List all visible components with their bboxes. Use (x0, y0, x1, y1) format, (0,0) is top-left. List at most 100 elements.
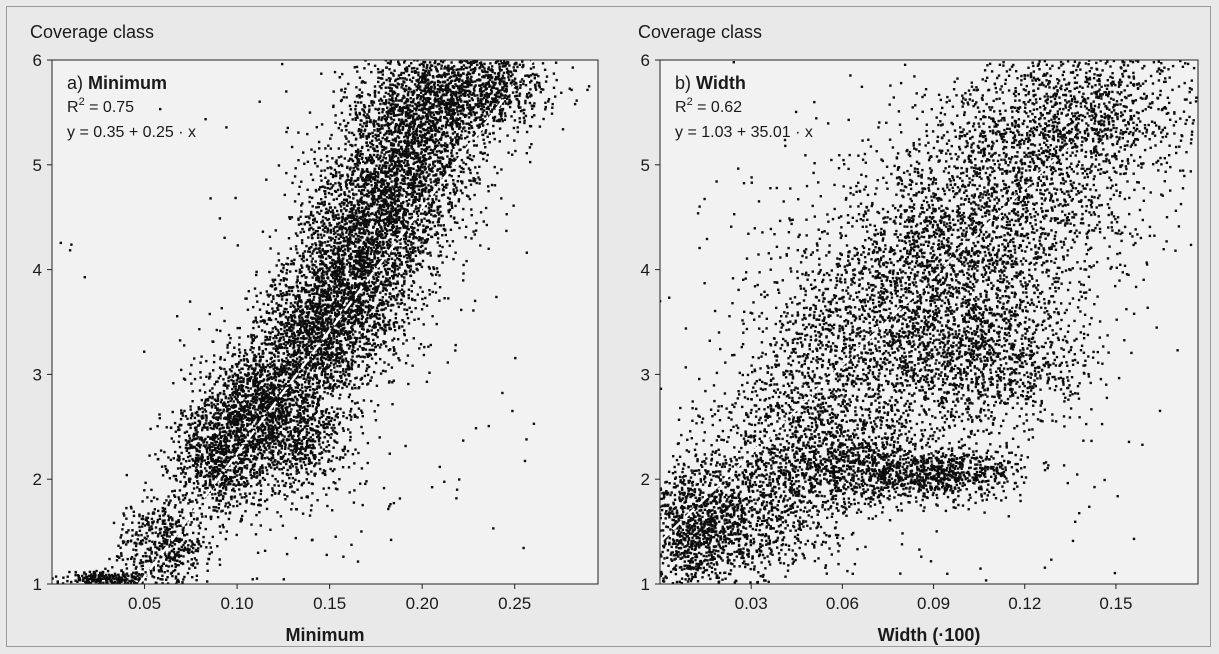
scatter-point (141, 517, 145, 521)
scatter-point (183, 431, 187, 434)
scatter-point (229, 337, 232, 340)
scatter-point (255, 422, 258, 426)
scatter-point (245, 446, 248, 450)
scatter-point (403, 255, 406, 258)
scatter-point (349, 252, 353, 256)
scatter-point (336, 370, 339, 373)
scatter-point (328, 340, 331, 344)
scatter-point (318, 299, 321, 302)
scatter-point (163, 502, 166, 505)
scatter-point (286, 411, 289, 414)
scatter-point (263, 321, 266, 324)
scatter-point (131, 521, 134, 524)
scatter-point (224, 449, 228, 452)
scatter-point (215, 416, 218, 419)
scatter-point (321, 343, 324, 346)
scatter-point (188, 480, 191, 483)
scatter-point (215, 450, 219, 453)
scatter-point (336, 407, 339, 410)
scatter-point (285, 462, 288, 466)
scatter-point (369, 268, 373, 271)
scatter-point (201, 502, 204, 506)
scatter-point (246, 378, 249, 381)
scatter-point (66, 579, 69, 583)
scatter-point (290, 463, 293, 466)
scatter-point (313, 369, 316, 372)
scatter-point (350, 367, 354, 371)
scatter-point (189, 423, 192, 427)
scatter-point (271, 438, 274, 441)
scatter-point (251, 393, 254, 396)
scatter-point (332, 423, 335, 427)
scatter-point (192, 546, 195, 550)
scatter-point (110, 578, 113, 582)
scatter-point (270, 449, 273, 452)
scatter-point (184, 439, 188, 442)
scatter-point (260, 404, 263, 407)
scatter-point (298, 366, 302, 369)
scatter-point (288, 426, 291, 429)
scatter-point (245, 429, 248, 432)
scatter-point (161, 474, 165, 477)
scatter-point (278, 346, 281, 350)
scatter-point (278, 387, 282, 391)
scatter-point (209, 480, 212, 483)
scatter-point (263, 397, 266, 400)
scatter-point (232, 382, 235, 386)
scatter-point (246, 308, 250, 311)
scatter-point (236, 429, 240, 432)
scatter-point (388, 327, 391, 331)
scatter-point (316, 348, 320, 351)
scatter-point (310, 470, 313, 473)
scatter-point (314, 332, 318, 336)
scatter-point (178, 339, 182, 342)
scatter-point (186, 550, 190, 554)
scatter-point (236, 446, 240, 450)
scatter-point (181, 581, 184, 584)
scatter-point (307, 221, 310, 224)
scatter-point (185, 548, 188, 551)
scatter-point (410, 310, 413, 314)
scatter-point (275, 403, 278, 406)
scatter-point (117, 573, 120, 577)
scatter-point (164, 467, 168, 471)
scatter-point (159, 527, 162, 531)
scatter-point (241, 394, 244, 398)
scatter-point (247, 371, 250, 375)
scatter-point (238, 343, 241, 346)
scatter-point (177, 580, 180, 583)
scatter-point (226, 426, 229, 429)
scatter-point (295, 375, 299, 379)
scatter-point (133, 560, 136, 563)
scatter-point (296, 278, 299, 281)
scatter-point (274, 325, 277, 329)
scatter-point (289, 329, 292, 333)
scatter-point (271, 445, 274, 449)
scatter-point (342, 257, 345, 260)
scatter-point (278, 337, 282, 340)
scatter-point (285, 364, 288, 367)
scatter-point (323, 312, 327, 316)
scatter-point (216, 469, 219, 473)
scatter-point (320, 373, 323, 377)
scatter-point (222, 389, 226, 393)
scatter-point (218, 490, 221, 493)
scatter-point (182, 377, 186, 380)
scatter-point (158, 514, 161, 517)
scatter-point (213, 488, 216, 491)
scatter-point (331, 322, 335, 325)
scatter-point (227, 421, 230, 424)
scatter-point (170, 437, 173, 440)
scatter-point (249, 394, 252, 397)
scatter-point (291, 457, 294, 460)
scatter-point (334, 302, 337, 306)
scatter-point (258, 363, 261, 366)
scatter-point (259, 471, 262, 474)
scatter-point (352, 501, 356, 504)
scatter-point (215, 465, 219, 469)
scatter-point (120, 569, 123, 572)
scatter-point (166, 582, 170, 584)
scatter-point (337, 356, 340, 360)
scatter-point (285, 322, 289, 325)
scatter-point (356, 348, 359, 351)
